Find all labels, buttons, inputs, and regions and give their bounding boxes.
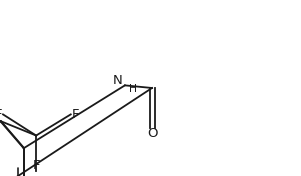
Text: F: F	[72, 108, 79, 121]
Text: O: O	[147, 127, 157, 140]
Text: F: F	[33, 159, 40, 172]
Text: H: H	[129, 84, 137, 94]
Text: N: N	[113, 74, 123, 87]
Text: F: F	[0, 108, 2, 121]
